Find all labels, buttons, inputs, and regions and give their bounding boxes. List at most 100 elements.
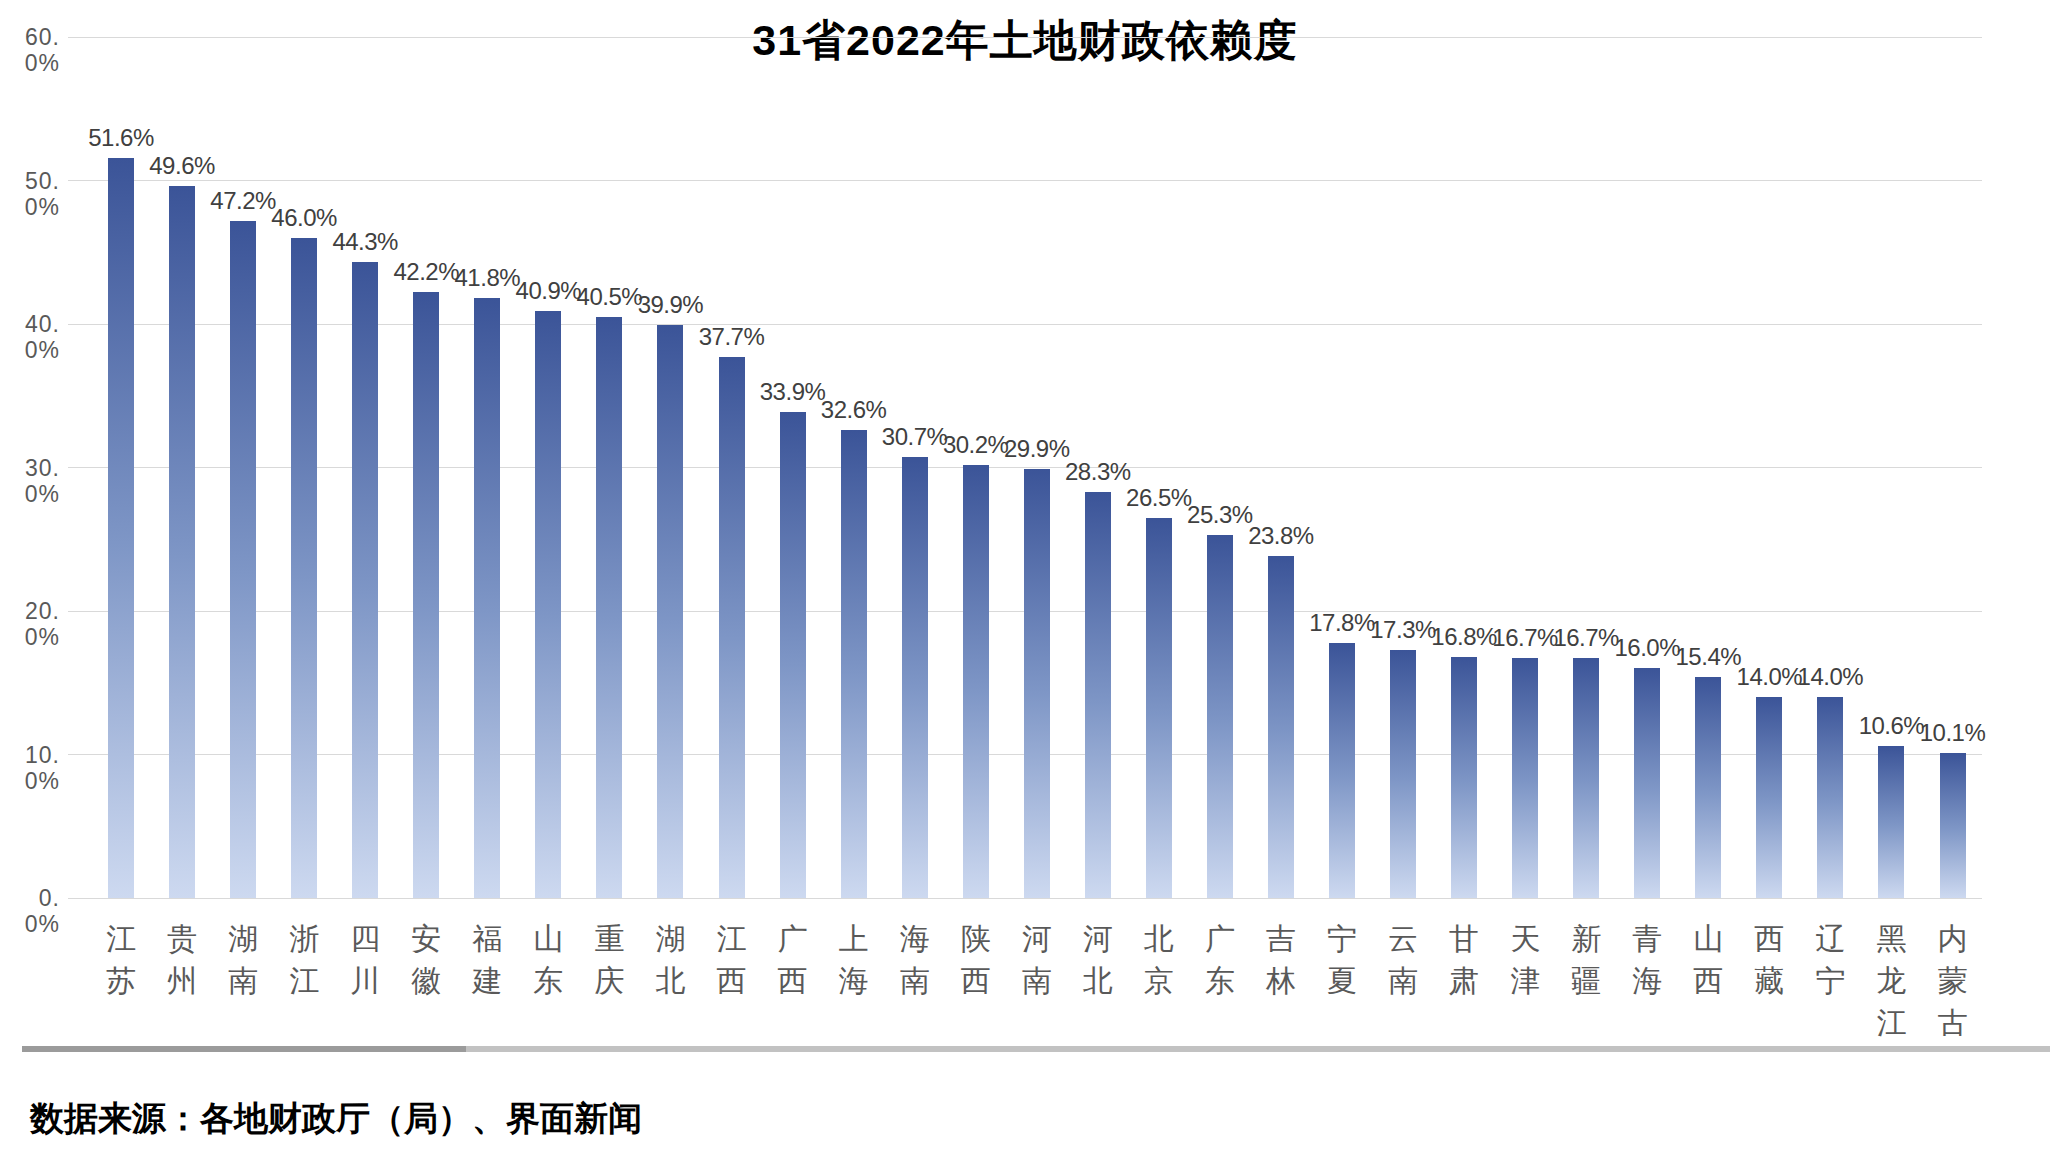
bar-西藏 <box>1756 697 1782 898</box>
value-label-广东: 25.3% <box>1187 501 1253 529</box>
bar-湖南 <box>230 221 256 898</box>
value-label-青海: 16.0% <box>1614 634 1680 662</box>
category-label-河北: 河 北 <box>1083 918 1113 1002</box>
category-label-广东: 广 东 <box>1205 918 1235 1002</box>
bar-福建 <box>474 298 500 898</box>
bar-北京 <box>1146 518 1172 898</box>
value-label-江西: 37.7% <box>699 323 765 351</box>
bar-云南 <box>1390 650 1416 898</box>
chart-page: 31省2022年土地财政依赖度 51.6%49.6%47.2%46.0%44.3… <box>0 0 2050 1156</box>
value-label-山西: 15.4% <box>1676 643 1742 671</box>
bar-广西 <box>780 412 806 898</box>
bar-安徽 <box>413 292 439 898</box>
category-label-新疆: 新 疆 <box>1571 918 1601 1002</box>
category-label-海南: 海 南 <box>900 918 930 1002</box>
value-label-浙江: 46.0% <box>271 204 337 232</box>
category-label-宁夏: 宁 夏 <box>1327 918 1357 1002</box>
bar-甘肃 <box>1451 657 1477 898</box>
bar-黑龙江 <box>1878 746 1904 898</box>
value-label-吉林: 23.8% <box>1248 522 1314 550</box>
category-label-湖北: 湖 北 <box>655 918 685 1002</box>
bar-河北 <box>1085 492 1111 898</box>
value-label-湖南: 47.2% <box>210 187 276 215</box>
category-label-天津: 天 津 <box>1510 918 1540 1002</box>
bar-山东 <box>535 311 561 898</box>
value-label-西藏: 14.0% <box>1737 663 1803 691</box>
category-label-浙江: 浙 江 <box>289 918 319 1002</box>
value-label-海南: 30.7% <box>882 423 948 451</box>
y-tick-label-10: 10. 0% <box>0 742 60 768</box>
category-label-青海: 青 海 <box>1632 918 1662 1002</box>
value-label-辽宁: 14.0% <box>1798 663 1864 691</box>
bar-贵州 <box>169 186 195 898</box>
value-label-四川: 44.3% <box>332 228 398 256</box>
category-label-内蒙古: 内 蒙 古 <box>1938 918 1968 1044</box>
category-label-山东: 山 东 <box>533 918 563 1002</box>
source-note: 数据来源：各地财政厅（局）、界面新闻 <box>30 1096 642 1142</box>
bar-江西 <box>719 357 745 898</box>
category-label-重庆: 重 庆 <box>594 918 624 1002</box>
category-label-福建: 福 建 <box>472 918 502 1002</box>
bar-上海 <box>841 430 867 898</box>
category-label-四川: 四 川 <box>350 918 380 1002</box>
category-label-西藏: 西 藏 <box>1754 918 1784 1002</box>
value-label-宁夏: 17.8% <box>1309 609 1375 637</box>
bar-四川 <box>352 262 378 898</box>
bar-海南 <box>902 457 928 898</box>
bar-吉林 <box>1268 556 1294 898</box>
value-label-内蒙古: 10.1% <box>1920 719 1986 747</box>
category-label-山西: 山 西 <box>1693 918 1723 1002</box>
bar-重庆 <box>596 317 622 898</box>
divider-line <box>22 1046 2050 1052</box>
category-label-江西: 江 西 <box>717 918 747 1002</box>
value-label-广西: 33.9% <box>760 378 826 406</box>
bar-宁夏 <box>1329 643 1355 898</box>
value-label-福建: 41.8% <box>455 264 521 292</box>
category-label-辽宁: 辽 宁 <box>1815 918 1845 1002</box>
category-label-云南: 云 南 <box>1388 918 1418 1002</box>
value-label-北京: 26.5% <box>1126 484 1192 512</box>
bar-内蒙古 <box>1940 753 1966 898</box>
category-label-陕西: 陕 西 <box>961 918 991 1002</box>
value-label-安徽: 42.2% <box>393 258 459 286</box>
y-tick-label-20: 20. 0% <box>0 598 60 624</box>
value-label-云南: 17.3% <box>1370 616 1436 644</box>
bar-新疆 <box>1573 658 1599 898</box>
value-label-河北: 28.3% <box>1065 458 1131 486</box>
y-tick-label-0: 0. 0% <box>0 885 60 911</box>
plot-area: 51.6%49.6%47.2%46.0%44.3%42.2%41.8%40.9%… <box>68 37 1982 898</box>
bar-湖北 <box>657 325 683 898</box>
value-label-陕西: 30.2% <box>943 431 1009 459</box>
bar-辽宁 <box>1817 697 1843 898</box>
category-label-贵州: 贵 州 <box>167 918 197 1002</box>
category-label-湖南: 湖 南 <box>228 918 258 1002</box>
bar-陕西 <box>963 465 989 898</box>
category-label-吉林: 吉 林 <box>1266 918 1296 1002</box>
y-tick-label-50: 50. 0% <box>0 168 60 194</box>
value-label-天津: 16.7% <box>1492 624 1558 652</box>
category-label-黑龙江: 黑 龙 江 <box>1876 918 1906 1044</box>
y-tick-label-40: 40. 0% <box>0 311 60 337</box>
category-label-安徽: 安 徽 <box>411 918 441 1002</box>
value-label-甘肃: 16.8% <box>1431 623 1497 651</box>
bar-江苏 <box>108 158 134 898</box>
category-label-甘肃: 甘 肃 <box>1449 918 1479 1002</box>
category-label-江苏: 江 苏 <box>106 918 136 1002</box>
bar-广东 <box>1207 535 1233 898</box>
value-label-新疆: 16.7% <box>1553 624 1619 652</box>
bar-河南 <box>1024 469 1050 898</box>
gridline-60 <box>68 37 1982 38</box>
category-label-上海: 上 海 <box>839 918 869 1002</box>
bar-青海 <box>1634 668 1660 898</box>
y-tick-label-60: 60. 0% <box>0 24 60 50</box>
category-label-广西: 广 西 <box>778 918 808 1002</box>
value-label-湖北: 39.9% <box>638 291 704 319</box>
value-label-黑龙江: 10.6% <box>1859 712 1925 740</box>
gridline-50 <box>68 180 1982 181</box>
value-label-山东: 40.9% <box>516 277 582 305</box>
value-label-上海: 32.6% <box>821 396 887 424</box>
category-label-河南: 河 南 <box>1022 918 1052 1002</box>
bar-山西 <box>1695 677 1721 898</box>
category-label-北京: 北 京 <box>1144 918 1174 1002</box>
bar-天津 <box>1512 658 1538 898</box>
